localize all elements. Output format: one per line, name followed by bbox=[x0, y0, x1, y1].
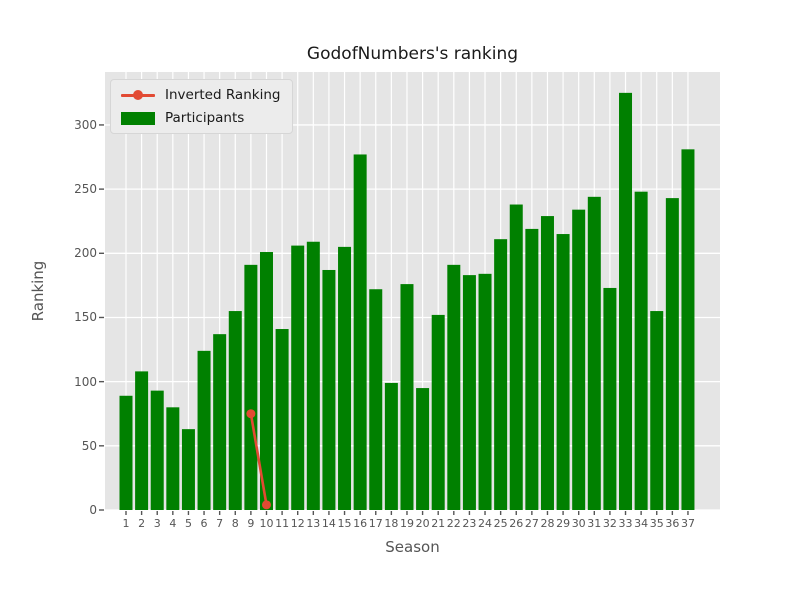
bar-season-28 bbox=[540, 216, 554, 510]
chart-title: GodofNumbers's ranking bbox=[306, 44, 519, 64]
bar-season-21 bbox=[431, 314, 445, 510]
bar-season-19 bbox=[400, 284, 414, 510]
x-tick-label-14: 14 bbox=[321, 517, 336, 530]
x-tick-label-4: 4 bbox=[169, 517, 177, 530]
y-tick-label-100: 100 bbox=[74, 374, 97, 389]
y-tick-label-150: 150 bbox=[74, 310, 97, 325]
bar-season-26 bbox=[509, 204, 523, 510]
bar-season-14 bbox=[322, 269, 336, 510]
x-tick-label-26: 26 bbox=[509, 517, 524, 530]
bar-season-3 bbox=[150, 390, 164, 510]
bar-season-17 bbox=[369, 289, 383, 510]
bar-swatch-icon bbox=[121, 111, 155, 125]
x-tick-label-11: 11 bbox=[275, 517, 290, 530]
x-tick-label-5: 5 bbox=[184, 517, 192, 530]
x-tick-label-16: 16 bbox=[353, 517, 368, 530]
y-tick-label-0: 0 bbox=[89, 503, 97, 517]
x-tick-label-2: 2 bbox=[138, 517, 146, 530]
legend-item-participants: Participants bbox=[121, 110, 280, 126]
bar-season-37 bbox=[681, 149, 695, 510]
bar-season-31 bbox=[587, 196, 601, 510]
bar-season-18 bbox=[384, 382, 398, 510]
bar-season-24 bbox=[478, 273, 492, 510]
legend-item-inverted-ranking: Inverted Ranking bbox=[121, 87, 280, 103]
x-tick-label-24: 24 bbox=[478, 517, 493, 530]
x-tick-label-28: 28 bbox=[540, 517, 555, 530]
bar-season-6 bbox=[197, 350, 211, 510]
x-tick-label-9: 9 bbox=[247, 517, 255, 530]
bar-season-1 bbox=[119, 395, 133, 510]
x-tick-label-25: 25 bbox=[493, 517, 508, 530]
bar-season-22 bbox=[447, 264, 461, 510]
bar-season-32 bbox=[603, 287, 617, 510]
inverted-ranking-line bbox=[249, 413, 268, 506]
x-tick-label-1: 1 bbox=[122, 517, 130, 530]
bar-season-16 bbox=[353, 154, 367, 510]
x-tick-label-30: 30 bbox=[571, 517, 586, 530]
y-tick-label-300: 300 bbox=[74, 117, 97, 132]
bar-season-33 bbox=[619, 92, 633, 510]
bar-season-23 bbox=[462, 275, 476, 510]
bar-season-35 bbox=[650, 311, 664, 510]
inverted-ranking-marker-season-10 bbox=[261, 500, 271, 510]
bar-season-34 bbox=[634, 191, 648, 510]
x-tick-label-10: 10 bbox=[259, 517, 274, 530]
y-tick-label-50: 50 bbox=[81, 438, 97, 453]
legend: Inverted Ranking Participants bbox=[110, 79, 294, 134]
x-tick-label-12: 12 bbox=[290, 517, 305, 530]
x-tick-label-3: 3 bbox=[153, 517, 161, 530]
line-marker-icon bbox=[121, 90, 155, 100]
x-tick-label-27: 27 bbox=[524, 517, 539, 530]
bar-season-12 bbox=[291, 245, 305, 510]
x-axis-label: Season bbox=[385, 538, 440, 556]
y-tick-label-250: 250 bbox=[74, 182, 97, 197]
bar-season-7 bbox=[213, 334, 227, 510]
bar-season-36 bbox=[665, 198, 679, 510]
y-axis-label: Ranking bbox=[29, 260, 47, 322]
x-tick-label-37: 37 bbox=[680, 517, 695, 530]
bar-season-2 bbox=[135, 371, 149, 510]
x-tick-label-35: 35 bbox=[649, 517, 664, 530]
x-tick-label-20: 20 bbox=[415, 517, 430, 530]
bar-season-20 bbox=[416, 388, 430, 510]
legend-label-participants: Participants bbox=[165, 110, 245, 126]
x-tick-label-34: 34 bbox=[634, 517, 649, 530]
bar-season-10 bbox=[259, 252, 273, 510]
bar-season-5 bbox=[181, 429, 195, 510]
x-tick-label-17: 17 bbox=[368, 517, 383, 530]
inverted-ranking-marker-season-9 bbox=[246, 409, 256, 419]
bar-season-29 bbox=[556, 234, 570, 510]
bar-season-4 bbox=[166, 407, 180, 510]
x-tick-label-31: 31 bbox=[587, 517, 602, 530]
x-tick-label-29: 29 bbox=[556, 517, 571, 530]
x-tick-label-36: 36 bbox=[665, 517, 680, 530]
x-tick-label-15: 15 bbox=[337, 517, 352, 530]
x-tick-label-23: 23 bbox=[462, 517, 477, 530]
plot-area: Inverted Ranking Participants bbox=[105, 72, 720, 510]
x-tick-label-13: 13 bbox=[306, 517, 321, 530]
x-tick-label-19: 19 bbox=[399, 517, 414, 530]
x-tick-label-22: 22 bbox=[446, 517, 461, 530]
plot-canvas bbox=[105, 72, 720, 510]
x-tick-label-7: 7 bbox=[216, 517, 224, 530]
x-tick-label-6: 6 bbox=[200, 517, 208, 530]
bar-season-8 bbox=[228, 311, 242, 510]
x-tick-label-32: 32 bbox=[602, 517, 617, 530]
bar-season-15 bbox=[338, 246, 352, 510]
bar-season-13 bbox=[306, 241, 320, 510]
bar-season-9 bbox=[244, 264, 258, 510]
y-tick-label-200: 200 bbox=[74, 246, 97, 261]
bar-season-25 bbox=[494, 239, 508, 510]
x-tick-label-8: 8 bbox=[231, 517, 239, 530]
x-tick-label-18: 18 bbox=[384, 517, 399, 530]
bar-season-30 bbox=[572, 209, 586, 510]
bar-season-27 bbox=[525, 228, 539, 510]
x-tick-label-21: 21 bbox=[431, 517, 446, 530]
bar-season-11 bbox=[275, 329, 289, 510]
legend-label-inverted-ranking: Inverted Ranking bbox=[165, 87, 281, 103]
x-tick-label-33: 33 bbox=[618, 517, 633, 530]
